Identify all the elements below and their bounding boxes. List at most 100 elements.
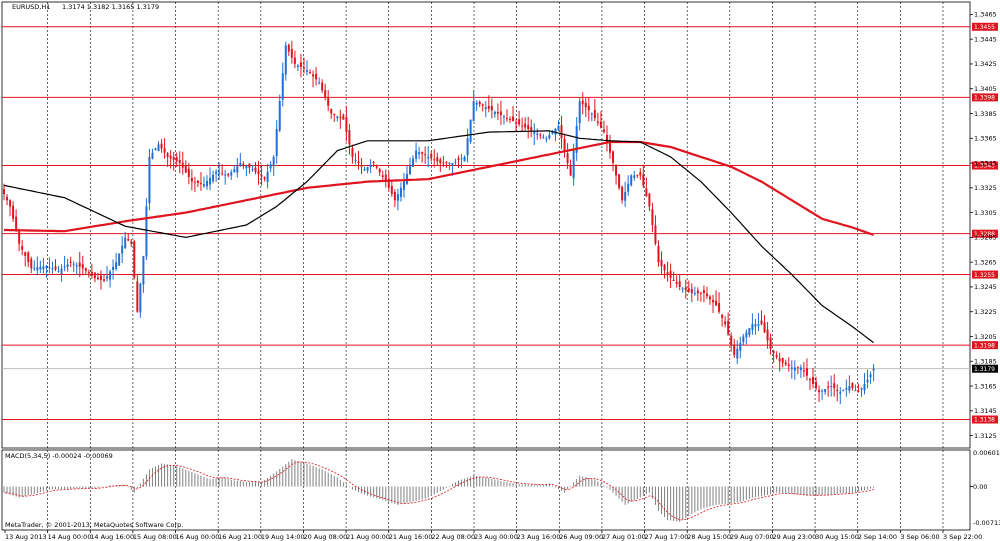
candle-body: [748, 328, 751, 336]
price-level-label: 1.3138: [974, 417, 995, 424]
candle-body: [615, 165, 618, 176]
candle-body: [505, 118, 508, 120]
candle-body: [278, 101, 281, 131]
candle-body: [12, 205, 15, 219]
candle-body: [596, 121, 599, 123]
candle-body: [275, 128, 278, 156]
candle-body: [533, 132, 536, 134]
candle-body: [330, 108, 333, 114]
candle-body: [378, 168, 381, 173]
candle-body: [827, 386, 830, 388]
candle-body: [575, 125, 578, 153]
candle-body: [530, 127, 533, 131]
y-tick-label: 1.3205: [974, 333, 997, 341]
candle-body: [484, 107, 487, 110]
candle-body: [63, 266, 66, 268]
candle-body: [612, 151, 615, 164]
candle-body: [209, 177, 212, 185]
candle-body: [745, 332, 748, 338]
candle-body: [39, 266, 42, 270]
current-price-tag: [972, 364, 998, 373]
candle-body: [293, 57, 296, 64]
x-tick-label: 3 Sep 06:00: [900, 533, 939, 541]
candle-body: [124, 237, 127, 249]
candle-body: [766, 329, 769, 341]
y-tick-label: 1.3445: [974, 35, 997, 43]
price-level-tag: [972, 270, 998, 279]
candle-body: [824, 389, 827, 392]
main-panel-frame: [1, 1, 971, 449]
candle-body: [796, 366, 799, 368]
candle-body: [787, 364, 790, 366]
candle-body: [805, 368, 808, 376]
candle-body: [106, 276, 109, 279]
candle-body: [581, 100, 584, 105]
candle-body: [345, 117, 348, 133]
y-tick-label: 1.3285: [974, 234, 997, 242]
candle-body: [184, 165, 187, 173]
candle-body: [872, 368, 875, 371]
candle-body: [733, 344, 736, 356]
y-tick-label: 1.3265: [974, 258, 997, 266]
candle-body: [239, 163, 242, 166]
candle-body: [712, 300, 715, 303]
candle-body: [312, 74, 315, 77]
candle-body: [784, 362, 787, 365]
candle-body: [812, 377, 815, 384]
candle-body: [627, 183, 630, 192]
candle-body: [563, 138, 566, 151]
candle-body: [463, 156, 466, 162]
candle-body: [366, 167, 369, 171]
candle-body: [821, 390, 824, 392]
candle-body: [118, 253, 121, 266]
x-tick-label: 29 Aug 23:00: [772, 533, 816, 541]
candle-body: [193, 181, 196, 183]
candle-body: [621, 186, 624, 201]
x-tick-label: 22 Aug 08:00: [431, 533, 475, 541]
candle-body: [90, 271, 93, 276]
candle-body: [781, 357, 784, 363]
x-tick-label: 2 Sep 14:00: [858, 533, 897, 541]
candle-body: [778, 358, 781, 362]
x-tick-label: 27 Aug 01:00: [602, 533, 646, 541]
candle-body: [187, 168, 190, 177]
candle-body: [863, 383, 866, 391]
macd-panel-frame: [1, 449, 971, 531]
candle-body: [660, 259, 663, 267]
candle-body: [42, 266, 45, 270]
x-tick-label: 16 Aug 00:00: [176, 533, 220, 541]
candle-body: [742, 336, 745, 343]
candle-body: [478, 101, 481, 105]
candle-body: [669, 271, 672, 278]
x-tick-label: 29 Aug 07:00: [730, 533, 774, 541]
candle-body: [696, 290, 699, 294]
candle-body: [45, 265, 48, 268]
candle-body: [266, 171, 269, 182]
price-level-tag: [972, 93, 998, 102]
candle-body: [702, 289, 705, 294]
candle-body: [151, 152, 154, 159]
price-level-tag: [972, 22, 998, 31]
candle-body: [448, 163, 451, 165]
candle-body: [87, 271, 90, 274]
candle-body: [327, 97, 330, 106]
candle-body: [175, 157, 178, 162]
candle-body: [181, 162, 184, 168]
candle-body: [290, 49, 293, 58]
candle-body: [451, 163, 454, 165]
candle-body: [142, 255, 145, 285]
y-tick-label: 1.3345: [974, 159, 997, 167]
candle-body: [654, 225, 657, 244]
macd-label: MACD(5,34,5) -0.00024 -0.00069: [5, 452, 113, 460]
candle-body: [509, 118, 512, 120]
price-level-tag: [972, 341, 998, 350]
candle-body: [384, 174, 387, 182]
candle-body: [24, 252, 27, 256]
candle-body: [360, 165, 363, 167]
candle-body: [472, 101, 475, 122]
price-level-label: 1.3198: [974, 342, 995, 349]
candle-body: [178, 159, 181, 164]
candle-body: [609, 140, 611, 153]
